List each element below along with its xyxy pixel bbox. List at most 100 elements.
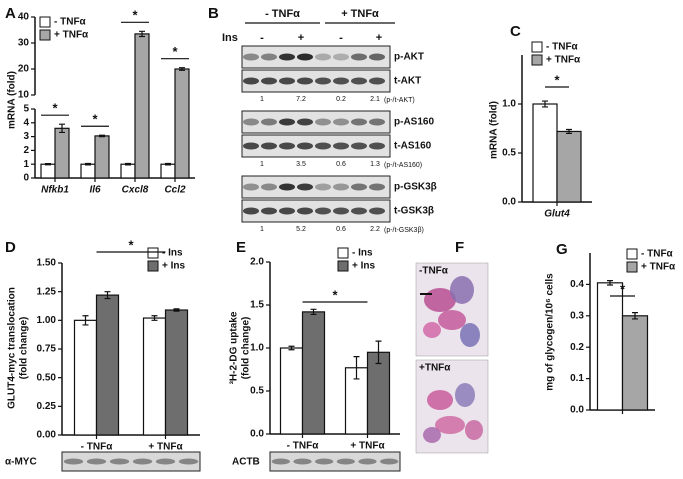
blot-band: [333, 183, 349, 191]
blot-band: [315, 183, 331, 191]
blot-band: [333, 118, 349, 126]
legend-swatch: [531, 41, 543, 53]
cell: [423, 427, 441, 443]
ratio-value: 2.2: [370, 226, 380, 233]
ratio-value: 5.2: [296, 226, 306, 233]
panel-letter: D: [5, 239, 16, 256]
cell: [465, 420, 483, 440]
bar: [532, 103, 558, 203]
blot-band: [132, 458, 153, 465]
y-tick-label: 0.5: [250, 386, 264, 397]
blot-row-label: t-AS160: [394, 141, 432, 152]
error-bar: [125, 162, 131, 166]
legend-label: + TNFα: [546, 55, 581, 66]
blot-band: [358, 458, 377, 465]
bar: [80, 163, 96, 179]
blot-row: [241, 110, 391, 134]
legend-label: - TNFα: [641, 249, 674, 260]
lane-sign: +: [298, 32, 304, 44]
blot-band: [243, 53, 259, 61]
cell: [460, 323, 480, 347]
y-tick-label: 5: [23, 104, 29, 115]
y-axis-label: mRNA (fold): [489, 101, 500, 159]
blot-band: [279, 183, 295, 191]
blot-strip: [61, 451, 201, 472]
legend-swatch: [39, 16, 51, 28]
blot-band: [369, 142, 385, 150]
legend-swatch: [39, 29, 51, 41]
blot-row: [241, 175, 391, 199]
y-tick-label: 3: [23, 131, 29, 142]
blot-band: [279, 118, 295, 126]
significance-mark: *: [172, 44, 178, 59]
panel-letter: E: [236, 239, 246, 256]
error-bar: [375, 340, 382, 365]
bar: [621, 315, 649, 411]
blot-band: [261, 142, 277, 150]
bar: [134, 33, 150, 179]
error-bar: [173, 308, 180, 312]
blot-band: [271, 458, 290, 465]
blot-band: [297, 53, 313, 61]
bar: [174, 68, 190, 179]
blot-band: [369, 77, 385, 85]
error-bar: [632, 312, 638, 320]
legend-label: - Ins: [352, 248, 373, 259]
error-bar: [85, 162, 91, 166]
significance-mark: *: [132, 8, 138, 23]
blot-band: [336, 458, 355, 465]
blot-row-label: p-GSK3β: [394, 182, 437, 193]
y-axis-label: mg of glycogen/10⁶ cells: [545, 273, 556, 391]
blot-band: [369, 183, 385, 191]
y-tick-label: 10: [18, 90, 30, 101]
panel-letter: G: [556, 241, 568, 258]
y-tick-label: 0.0: [570, 405, 584, 416]
legend-swatch: [626, 248, 638, 260]
error-bar: [288, 345, 295, 351]
blot-band: [315, 207, 331, 215]
y-axis-label: GLUT4-myc translocation: [7, 287, 18, 409]
bar: [596, 282, 624, 411]
error-bar: [45, 163, 51, 166]
blot-row-label: t-AKT: [394, 76, 421, 87]
blot-row: [241, 45, 391, 69]
y-tick-label: 0.75: [37, 344, 57, 355]
y-tick-label: 0.00: [37, 430, 57, 441]
y-tick-label: 1.00: [37, 315, 57, 326]
significance-mark: *: [620, 281, 626, 296]
y-axis-label: ³H-2-DG uptake: [229, 311, 240, 384]
x-tick-label: Glut4: [544, 209, 570, 220]
y-tick-label: 1.5: [250, 300, 264, 311]
blot-band: [243, 118, 259, 126]
error-bar: [353, 356, 360, 380]
error-bar: [179, 67, 185, 71]
y-tick-label: 40: [18, 12, 30, 23]
blot-band: [155, 458, 176, 465]
y-tick-label: 1.0: [502, 99, 516, 110]
y-tick-label: 0.5: [502, 148, 516, 159]
y-axis-label: (fold change): [241, 317, 252, 380]
blot-band: [243, 77, 259, 85]
x-tick-label: Ccl2: [164, 185, 186, 196]
blot-band: [369, 53, 385, 61]
legend-swatch: [147, 247, 159, 259]
y-tick-label: 0.0: [502, 197, 516, 208]
blot-band: [261, 53, 277, 61]
bar: [54, 127, 70, 179]
legend-swatch: [147, 260, 159, 272]
blot-label: ACTB: [232, 457, 260, 468]
x-tick-label: + TNFα: [350, 441, 385, 452]
blot-row-label: p-AS160: [394, 117, 434, 128]
bar: [279, 347, 304, 435]
error-bar: [151, 315, 158, 321]
lane-sign: +: [376, 32, 382, 44]
legend-label: - TNFα: [54, 17, 87, 28]
blot-row-label: p-AKT: [394, 52, 424, 63]
y-tick-label: 1.0: [250, 343, 264, 354]
error-bar: [310, 308, 317, 316]
blot-band: [351, 77, 367, 85]
bar: [94, 135, 110, 179]
ratio-value: 2.1: [370, 96, 380, 103]
x-tick-label: + TNFα: [148, 442, 183, 453]
cell: [455, 383, 475, 407]
